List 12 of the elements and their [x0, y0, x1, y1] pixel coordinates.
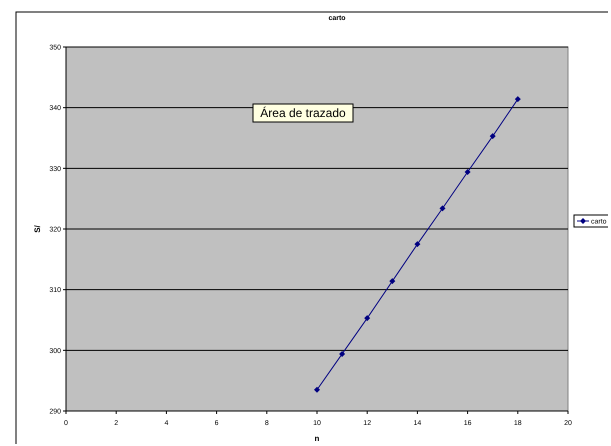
point [490, 133, 496, 140]
point [339, 350, 346, 357]
point [514, 96, 521, 102]
point [464, 168, 471, 175]
point [414, 241, 420, 248]
point [440, 205, 446, 212]
y-axis-title: S/ [33, 224, 42, 233]
point [364, 315, 370, 322]
annotation: Área de trazado [260, 106, 346, 120]
point [314, 386, 320, 393]
x-axis-title: n [314, 434, 320, 443]
point [389, 278, 396, 284]
